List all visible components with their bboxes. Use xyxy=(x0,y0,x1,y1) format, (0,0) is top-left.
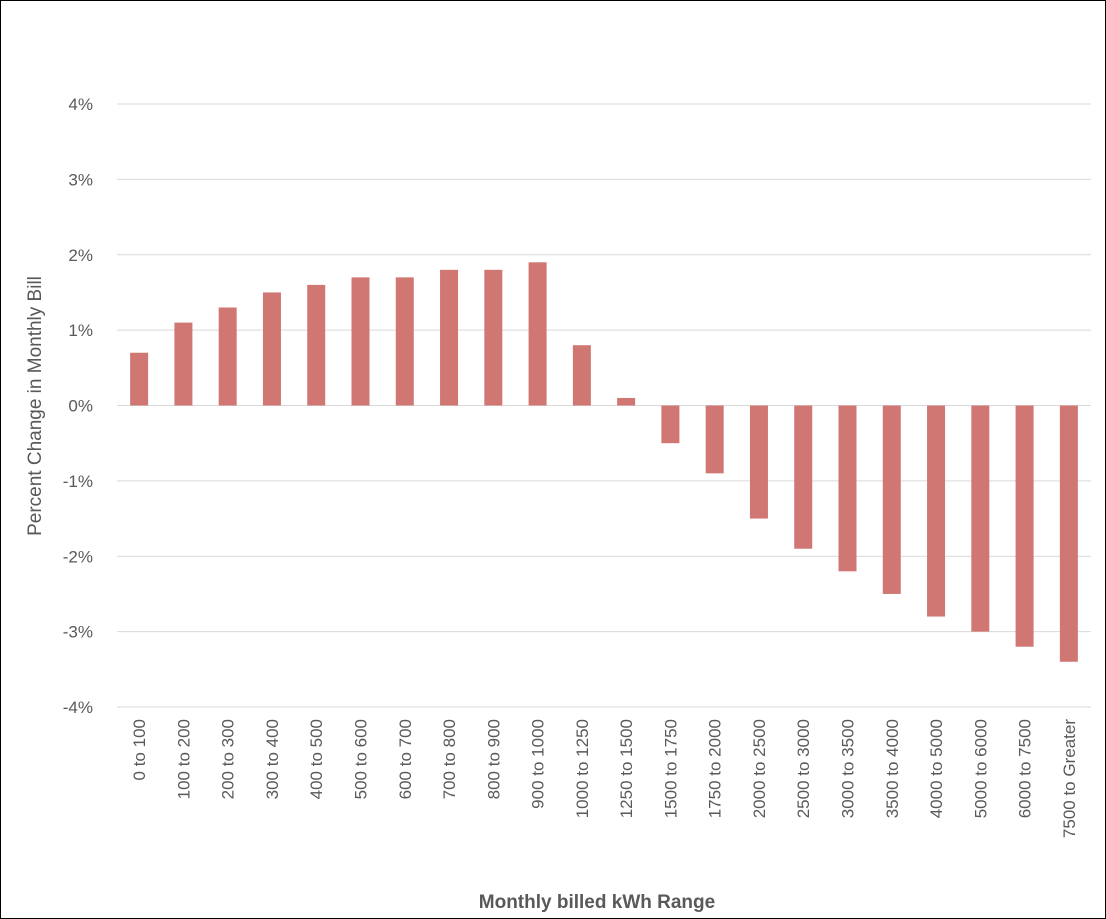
bar xyxy=(661,405,680,444)
bar xyxy=(484,269,503,406)
bar xyxy=(130,352,149,406)
bar xyxy=(1015,405,1034,647)
x-tick-label: 1750 to 2000 xyxy=(706,719,725,818)
x-tick-label: 300 to 400 xyxy=(263,719,282,799)
x-tick-label: 1000 to 1250 xyxy=(573,719,592,818)
bar xyxy=(528,262,547,406)
bar xyxy=(705,405,724,474)
bar xyxy=(351,277,370,406)
y-tick-label: -2% xyxy=(63,547,93,566)
x-axis-tick-labels: 0 to 100 100 to 200 200 to 300 300 to 400 40… xyxy=(130,719,1079,838)
bar xyxy=(572,345,591,406)
x-tick-label: 5000 to 6000 xyxy=(971,719,990,818)
y-axis-title: Percent Change in Monthly Bill xyxy=(25,276,46,536)
bar xyxy=(395,277,414,406)
bar xyxy=(174,322,193,406)
bar xyxy=(617,397,636,406)
bar xyxy=(838,405,857,572)
x-tick-label: 1250 to 1500 xyxy=(617,719,636,818)
x-tick-label: 0 to 100 xyxy=(130,719,149,780)
bar xyxy=(971,405,990,632)
bar xyxy=(218,307,237,406)
bar xyxy=(1059,405,1078,662)
x-tick-label: 6000 to 7500 xyxy=(1016,719,1035,818)
bar xyxy=(794,405,813,549)
y-tick-label: 0% xyxy=(68,397,93,416)
y-axis-tick-labels: 4% 3% 2% 1% 0% -1% -2% -3% -4% xyxy=(63,95,93,717)
y-tick-label: -4% xyxy=(63,698,93,717)
bar xyxy=(882,405,901,594)
x-tick-label: 3000 to 3500 xyxy=(839,719,858,818)
x-tick-label: 900 to 1000 xyxy=(529,719,548,809)
y-tick-label: 4% xyxy=(68,95,93,114)
y-tick-label: 2% xyxy=(68,246,93,265)
x-tick-label: 600 to 700 xyxy=(396,719,415,799)
x-tick-label: 1500 to 1750 xyxy=(661,719,680,818)
y-tick-label: -1% xyxy=(63,472,93,491)
x-tick-label: 700 to 800 xyxy=(440,719,459,799)
x-tick-label: 4000 to 5000 xyxy=(927,719,946,818)
bar xyxy=(749,405,768,519)
x-tick-label: 100 to 200 xyxy=(174,719,193,799)
y-tick-label: 1% xyxy=(68,321,93,340)
x-tick-label: 2000 to 2500 xyxy=(750,719,769,818)
x-axis-title: Monthly billed kWh Range xyxy=(479,892,715,913)
x-tick-label: 800 to 900 xyxy=(484,719,503,799)
y-tick-label: 3% xyxy=(68,170,93,189)
x-tick-label: 7500 to Greater xyxy=(1060,719,1079,838)
x-tick-label: 400 to 500 xyxy=(307,719,326,799)
x-tick-label: 200 to 300 xyxy=(219,719,238,799)
bar xyxy=(307,284,326,406)
bar xyxy=(440,269,459,406)
x-tick-label: 2500 to 3000 xyxy=(794,719,813,818)
x-tick-label: 3500 to 4000 xyxy=(883,719,902,818)
bars xyxy=(130,262,1078,662)
bar xyxy=(927,405,946,617)
x-tick-label: 500 to 600 xyxy=(352,719,371,799)
y-tick-label: -3% xyxy=(63,623,93,642)
bar xyxy=(262,292,281,406)
